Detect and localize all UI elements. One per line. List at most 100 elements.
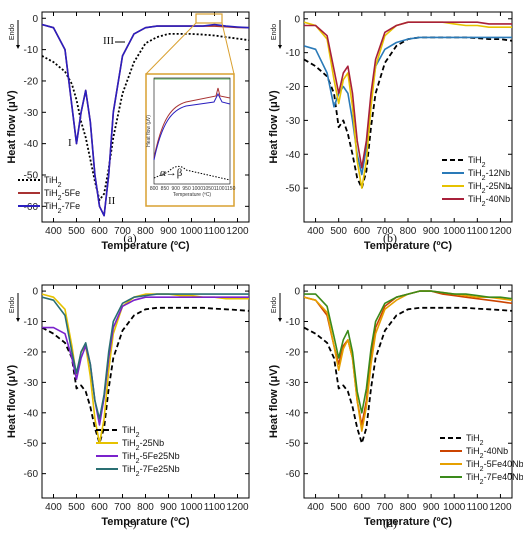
inset-x-tick-label: 800 — [150, 186, 159, 192]
x-tick-label: 1200 — [226, 226, 249, 237]
x-axis-label: Temperature (ºC) — [364, 240, 452, 252]
chart-panel-c: 400 500 600 700 800 900 1000 1100 1200 0 -10 -20 -30… — [6, 284, 250, 530]
x-tick-label: 1000 — [180, 226, 203, 237]
y-tick-label: 0 — [294, 14, 300, 25]
y-tick-label: -40 — [24, 408, 39, 419]
legend-entry: TiH2-25Nb — [122, 438, 164, 452]
inset-x-tick-label: 1050 — [203, 186, 214, 192]
x-tick-label: 500 — [68, 502, 85, 513]
series-line-tih2 — [42, 306, 249, 445]
y-tick-label: -50 — [24, 170, 39, 181]
y-axis-label: Heat flow (μV) — [6, 90, 18, 164]
x-tick-label: 800 — [137, 226, 154, 237]
inset-x-tick-label: 1000 — [192, 186, 203, 192]
x-axis-label: Temperature (ºC) — [101, 240, 189, 252]
y-tick-label: -10 — [286, 48, 301, 59]
x-tick-label: 700 — [377, 226, 394, 237]
x-tick-label: 600 — [353, 226, 370, 237]
y-tick-label: -10 — [24, 317, 39, 328]
x-tick-label: 1000 — [443, 502, 466, 513]
endo-label: Endo — [271, 297, 278, 313]
plot-frame — [303, 284, 513, 499]
series-line-tih2-7fe — [42, 23, 249, 217]
y-axis-label: Heat flow (μV) — [268, 364, 280, 438]
inset-y-axis-label: Heat flow (μV) — [146, 115, 152, 147]
y-tick-label: -40 — [24, 139, 39, 150]
panel-label: (a) — [123, 231, 136, 245]
x-tick-label: 500 — [330, 226, 347, 237]
inset-x-tick-label: 1150 — [225, 186, 236, 192]
legend-entry: TiH2-7Fe40Nb — [466, 472, 523, 486]
legend-entry: TiH2-25Nb — [468, 181, 510, 195]
series-line-tih2-40nb — [304, 290, 512, 426]
legend-entry: TiH2-7Fe — [44, 201, 80, 215]
legend-entry: TiH2-40Nb — [466, 446, 508, 460]
legend-entry: TiH2 — [466, 433, 484, 447]
endo-label: Endo — [271, 24, 278, 40]
inset-series-tih2 — [153, 165, 231, 181]
x-tick-label: 900 — [160, 226, 177, 237]
x-tick-label: 1200 — [226, 502, 249, 513]
x-tick-label: 600 — [353, 502, 370, 513]
chart-panel-a: 400 500 600 700 800 900 1000 1100 12000-10-20-30… — [6, 11, 250, 252]
x-tick-label: 1000 — [443, 226, 466, 237]
y-tick-label: -20 — [24, 76, 39, 87]
y-tick-label: -60 — [24, 469, 39, 480]
inset-source-box — [195, 13, 223, 24]
x-tick-label: 700 — [114, 226, 131, 237]
x-tick-label: 400 — [307, 226, 324, 237]
series-line-tih2-5fe25nb — [42, 296, 249, 426]
series-line-tih2-7fe40nb — [304, 290, 512, 414]
y-tick-label: 0 — [294, 287, 300, 298]
inset-x-axis-label: Temperature (ºC) — [173, 192, 212, 198]
y-tick-label: -40 — [286, 150, 301, 161]
y-tick-label: -50 — [286, 184, 301, 195]
y-axis-label: Heat flow (μV) — [268, 90, 280, 164]
series-line-tih2-25nb — [304, 21, 512, 189]
inset-x-tick-label: 950 — [182, 186, 191, 192]
x-tick-label: 600 — [91, 226, 108, 237]
plot-frame — [303, 11, 513, 223]
legend-entry: TiH2-5Fe — [44, 188, 80, 202]
inset-x-tick-label: 900 — [172, 186, 181, 192]
peak-annotation-ii: II — [108, 195, 116, 207]
legend-entry: TiH2-5Fe25Nb — [122, 451, 180, 465]
x-tick-label: 1100 — [204, 226, 226, 237]
y-tick-label: -30 — [24, 108, 39, 119]
y-tick-label: -30 — [286, 116, 301, 127]
y-tick-label: -20 — [286, 347, 301, 358]
inset-plot-frame — [153, 77, 231, 185]
endo-label: Endo — [9, 24, 16, 40]
inset-connector — [221, 22, 235, 75]
y-tick-label: -10 — [24, 45, 39, 56]
panel-label: (b) — [383, 231, 397, 245]
x-tick-label: 700 — [114, 502, 131, 513]
panel-label: (c) — [123, 516, 136, 530]
legend-entry: TiH2-5Fe40Nb — [466, 459, 523, 473]
y-tick-label: -30 — [24, 378, 39, 389]
inset-connector — [145, 22, 197, 75]
endo-arrow-head — [16, 318, 20, 322]
x-tick-label: 400 — [45, 502, 62, 513]
legend-entry: TiH2 — [122, 425, 140, 439]
inset-x-tick-label: 1100 — [214, 186, 225, 192]
series-line-tih2 — [304, 306, 512, 445]
x-tick-label: 900 — [423, 502, 440, 513]
plot-frame — [41, 284, 250, 499]
y-tick-label: -20 — [286, 82, 301, 93]
y-axis-label: Heat flow (μV) — [6, 364, 18, 438]
x-axis-label: Temperature (ºC) — [364, 516, 452, 528]
x-axis-label: Temperature (ºC) — [101, 516, 189, 528]
x-tick-label: 900 — [160, 502, 177, 513]
legend-entry: TiH2-40Nb — [468, 194, 510, 208]
panel-label: (d) — [383, 516, 397, 530]
legend-entry: TiH2-7Fe25Nb — [122, 464, 180, 478]
x-tick-label: 800 — [400, 502, 417, 513]
y-tick-label: -10 — [286, 317, 301, 328]
x-tick-label: 700 — [377, 502, 394, 513]
